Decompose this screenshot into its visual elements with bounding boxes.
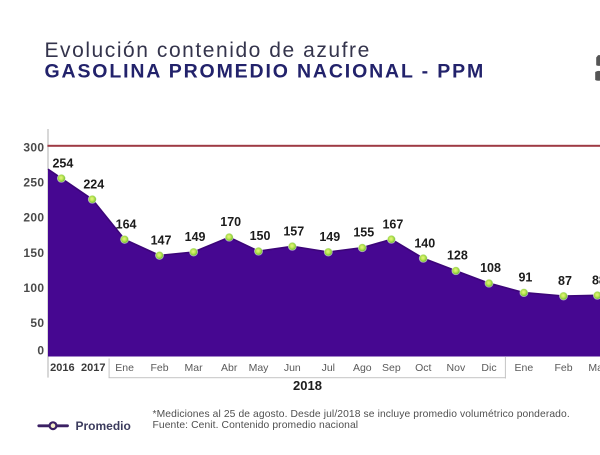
svg-text:Oct: Oct <box>415 362 431 374</box>
svg-text:167: 167 <box>382 217 403 231</box>
svg-text:140: 140 <box>414 236 435 250</box>
svg-text:Promedio: Promedio <box>76 419 131 433</box>
svg-text:Evolución contenido de azufre: Evolución contenido de azufre <box>45 39 371 62</box>
svg-text:147: 147 <box>151 233 172 247</box>
svg-text:Mar: Mar <box>588 362 600 374</box>
svg-text:100: 100 <box>23 281 44 295</box>
svg-text:149: 149 <box>319 230 340 244</box>
svg-text:50: 50 <box>30 316 44 330</box>
svg-text:170: 170 <box>220 215 241 229</box>
svg-text:0: 0 <box>37 344 44 358</box>
svg-text:149: 149 <box>185 230 206 244</box>
svg-text:2016: 2016 <box>50 362 74 374</box>
svg-text:Ene: Ene <box>515 362 534 374</box>
svg-text:May: May <box>249 362 270 374</box>
svg-text:200: 200 <box>23 211 44 225</box>
svg-text:Abr: Abr <box>221 362 238 374</box>
svg-text:Feb: Feb <box>150 362 168 374</box>
svg-text:250: 250 <box>23 176 44 190</box>
svg-text:91: 91 <box>518 271 532 285</box>
svg-text:108: 108 <box>480 261 501 275</box>
svg-text:Fuente: Cenit. Contenido prome: Fuente: Cenit. Contenido promedio nacion… <box>153 420 359 431</box>
svg-text:254: 254 <box>52 156 73 170</box>
svg-text:157: 157 <box>283 224 304 238</box>
svg-text:150: 150 <box>250 229 271 243</box>
svg-text:155: 155 <box>353 226 374 240</box>
svg-text:87: 87 <box>558 274 572 288</box>
svg-text:Ene: Ene <box>115 362 134 374</box>
svg-text:2018: 2018 <box>293 378 322 393</box>
svg-text:88: 88 <box>592 273 600 287</box>
svg-text:GASOLINA PROMEDIO NACIONAL - P: GASOLINA PROMEDIO NACIONAL - PPM <box>45 61 486 83</box>
svg-text:Dic: Dic <box>481 362 496 374</box>
svg-text:150: 150 <box>23 246 44 260</box>
svg-text:Jun: Jun <box>284 362 301 374</box>
svg-text:300: 300 <box>23 141 44 155</box>
svg-text:224: 224 <box>83 177 104 191</box>
svg-text:2017: 2017 <box>81 362 105 374</box>
svg-text:Ago: Ago <box>353 362 372 374</box>
svg-text:Jul: Jul <box>322 362 335 374</box>
svg-text:164: 164 <box>116 217 137 231</box>
svg-text:128: 128 <box>447 249 468 263</box>
svg-text:Nov: Nov <box>447 362 466 374</box>
svg-text:Mar: Mar <box>185 362 204 374</box>
svg-text:*Mediciones al 25 de agosto. D: *Mediciones al 25 de agosto. Desde jul/2… <box>153 409 570 420</box>
svg-text:Sep: Sep <box>382 362 401 374</box>
svg-text:Feb: Feb <box>554 362 572 374</box>
